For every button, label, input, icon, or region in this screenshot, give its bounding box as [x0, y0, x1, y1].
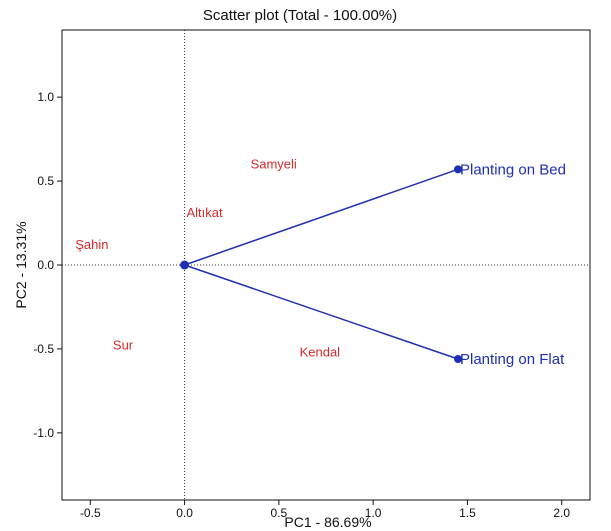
- x-tick-label: -0.5: [80, 506, 101, 520]
- observation-label: Kendal: [300, 344, 341, 359]
- y-tick-label: -1.0: [33, 426, 54, 440]
- variable-vectors: Planting on Bed Planting on Flat: [184, 161, 566, 368]
- y-tick-label: 0.0: [37, 258, 54, 272]
- x-axis-ticks: -0.5 0.0 0.5 1.0 1.5 2.0: [80, 500, 570, 520]
- x-tick-label: 1.0: [365, 506, 382, 520]
- x-axis-title: PC1 - 86.69%: [284, 514, 371, 530]
- x-tick-label: 1.5: [459, 506, 476, 520]
- variable-label: Planting on Bed: [460, 161, 566, 178]
- y-axis-title: PC2 - 13.31%: [13, 221, 29, 308]
- chart-title: Scatter plot (Total - 100.00%): [203, 7, 397, 24]
- variable-point: [454, 355, 462, 363]
- observation-label: Sur: [113, 338, 134, 353]
- variable-vector-line: [184, 168, 459, 266]
- variable-vector-line: [184, 264, 459, 360]
- variable-label: Planting on Flat: [460, 351, 565, 368]
- y-axis-ticks: 1.0 0.5 0.0 -0.5 -1.0: [33, 90, 62, 440]
- observation-label: Samyeli: [251, 156, 297, 171]
- observation-label: Altıkat: [186, 205, 223, 220]
- x-tick-label: 0.0: [176, 506, 193, 520]
- y-tick-label: 0.5: [37, 174, 54, 188]
- origin-point: [180, 260, 190, 270]
- y-tick-label: -0.5: [33, 342, 54, 356]
- y-tick-label: 1.0: [37, 90, 54, 104]
- x-tick-label: 0.5: [271, 506, 288, 520]
- observation-label: Şahin: [75, 237, 108, 252]
- observation-labels: Samyeli Altıkat Şahin Sur Kendal: [75, 156, 340, 359]
- variable-point: [454, 165, 462, 174]
- x-tick-label: 2.0: [553, 506, 570, 520]
